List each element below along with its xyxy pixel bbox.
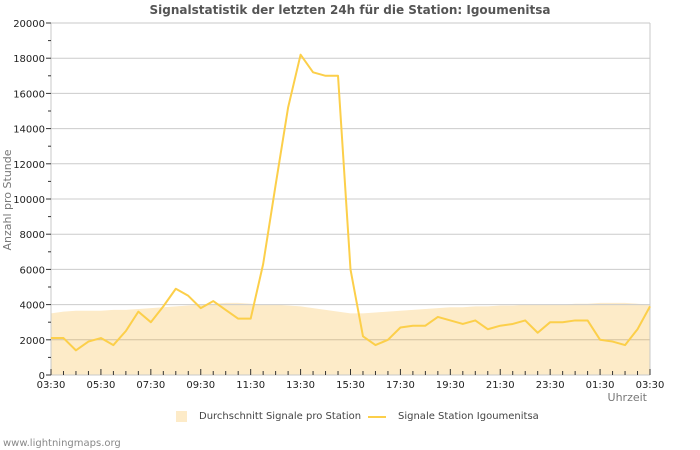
x-tick-label: 11:30 — [236, 380, 265, 391]
y-axis-label: Anzahl pro Stunde — [1, 149, 14, 250]
average-area — [51, 302, 650, 375]
footer-url[interactable]: www.lightningmaps.org — [3, 438, 121, 449]
legend-item-average: Durchschnitt Signale pro Station — [176, 411, 361, 422]
y-tick-label: 0 — [39, 371, 45, 382]
x-tick-label: 03:30 — [636, 380, 665, 391]
y-tick-label: 10000 — [13, 195, 45, 206]
x-tick-label: 17:30 — [386, 380, 415, 391]
x-tick-label: 15:30 — [336, 380, 365, 391]
x-tick-label: 19:30 — [436, 380, 465, 391]
chart-title: Signalstatistik der letzten 24h für die … — [149, 3, 551, 17]
legend-label-station: Signale Station Igoumenitsa — [398, 411, 539, 422]
y-tick-label: 6000 — [20, 265, 45, 276]
y-tick-label: 2000 — [20, 336, 45, 347]
x-tick-label: 03:30 — [37, 380, 66, 391]
area-swatch-icon — [176, 411, 187, 422]
y-tick-label: 12000 — [13, 160, 45, 171]
x-tick-label: 21:30 — [486, 380, 515, 391]
x-tick-label: 07:30 — [136, 380, 165, 391]
x-tick-label: 05:30 — [87, 380, 116, 391]
x-axis-label: Uhrzeit — [608, 391, 648, 404]
chart-plot: 0 2000 4000 6000 8000 10000 12000 14000 16000 180… — [1, 19, 665, 404]
x-tick-label: 09:30 — [186, 380, 215, 391]
y-tick-label: 8000 — [20, 230, 45, 241]
station-line — [51, 53, 651, 352]
legend-item-station: Signale Station Igoumenitsa — [368, 411, 539, 422]
x-tick-label: 13:30 — [286, 380, 315, 391]
y-tick-label: 4000 — [20, 301, 45, 312]
legend-label-average: Durchschnitt Signale pro Station — [199, 411, 362, 422]
line-swatch-icon — [368, 415, 386, 418]
y-tick-label: 16000 — [13, 89, 45, 100]
y-tick-label: 14000 — [13, 125, 45, 136]
y-tick-label: 20000 — [13, 19, 45, 30]
x-tick-label: 01:30 — [586, 380, 615, 391]
y-tick-label: 18000 — [13, 54, 45, 65]
x-tick-label: 23:30 — [536, 380, 565, 391]
